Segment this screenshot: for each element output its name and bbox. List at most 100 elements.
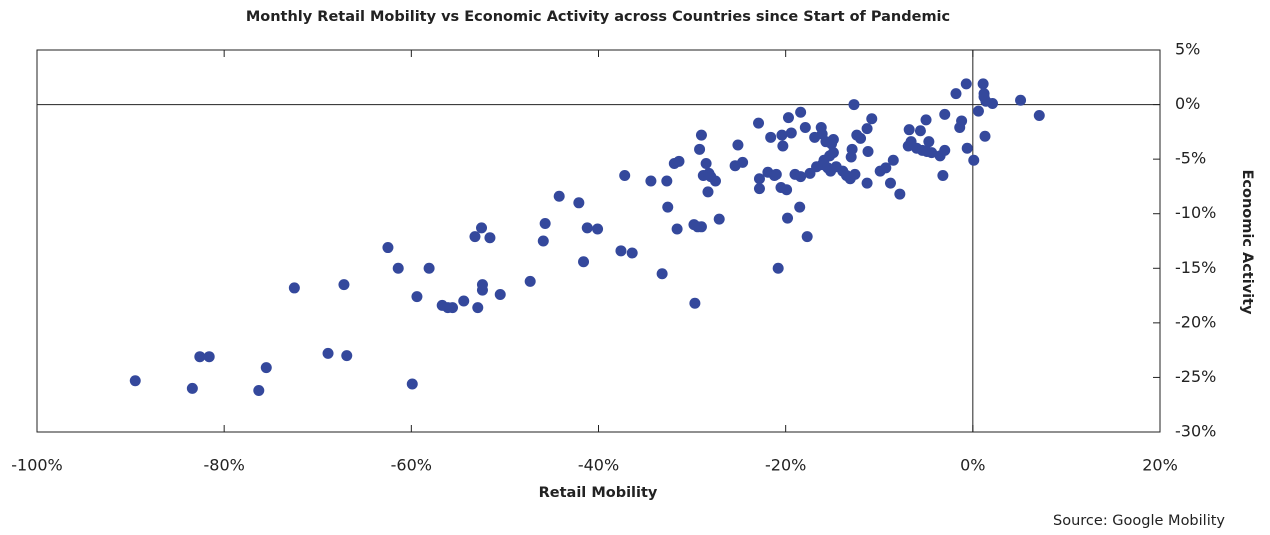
scatter-point xyxy=(476,222,488,234)
y-tick-label: 0% xyxy=(1175,94,1200,113)
scatter-point xyxy=(581,222,593,234)
scatter-point xyxy=(671,223,683,235)
scatter-point xyxy=(765,131,777,143)
y-tick-label: -10% xyxy=(1175,203,1216,222)
scatter-point xyxy=(923,136,935,148)
scatter-point xyxy=(795,106,807,118)
scatter-point xyxy=(578,256,590,268)
x-tick-label: -100% xyxy=(11,456,63,475)
x-tick-label: -20% xyxy=(765,456,806,475)
scatter-point xyxy=(592,223,604,235)
scatter-point xyxy=(939,108,951,120)
scatter-point xyxy=(322,347,334,359)
chart-title: Monthly Retail Mobility vs Economic Acti… xyxy=(246,9,950,25)
scatter-point xyxy=(695,129,707,141)
scatter-point xyxy=(203,351,215,363)
scatter-point xyxy=(986,97,998,109)
scatter-point xyxy=(799,121,811,133)
scatter-point xyxy=(903,124,915,136)
scatter-point xyxy=(694,143,706,155)
scatter-point xyxy=(469,231,481,243)
scatter-point xyxy=(770,168,782,180)
scatter-point xyxy=(880,162,892,174)
scatter-point xyxy=(914,125,926,137)
scatter-point xyxy=(753,117,765,129)
scatter-point xyxy=(950,88,962,100)
scatter-point xyxy=(341,350,353,362)
scatter-point xyxy=(753,183,765,195)
scatter-point xyxy=(484,232,496,244)
scatter-point xyxy=(673,155,685,167)
scatter-point xyxy=(253,385,265,397)
scatter-point xyxy=(972,105,984,117)
scatter-point xyxy=(695,221,707,233)
scatter-point xyxy=(288,282,300,294)
x-tick-label: 0% xyxy=(960,456,985,475)
scatter-point xyxy=(977,78,989,90)
scatter-point xyxy=(849,168,861,180)
scatter-point xyxy=(939,144,951,156)
scatter-point xyxy=(186,382,198,394)
scatter-point xyxy=(1033,109,1045,121)
scatter-point xyxy=(937,170,949,182)
scatter-point xyxy=(777,140,789,152)
x-tick-label: 20% xyxy=(1142,456,1178,475)
scatter-point xyxy=(458,295,470,307)
scatter-point xyxy=(524,275,536,287)
scatter-point xyxy=(827,133,839,145)
scatter-point xyxy=(338,279,350,291)
scatter-point xyxy=(411,291,423,303)
scatter-point xyxy=(553,190,565,202)
scatter-point xyxy=(861,177,873,189)
scatter-point xyxy=(447,302,459,314)
scatter-point xyxy=(537,235,549,247)
y-tick-label: 5% xyxy=(1175,40,1200,59)
scatter-point xyxy=(753,173,765,185)
x-axis-label: Retail Mobility xyxy=(539,485,658,501)
scatter-point xyxy=(848,99,860,111)
scatter-point xyxy=(689,297,701,309)
scatter-point xyxy=(472,302,484,314)
scatter-point xyxy=(776,129,788,141)
y-tick-label: -30% xyxy=(1175,422,1216,441)
scatter-point xyxy=(926,147,938,159)
scatter-point xyxy=(194,351,206,363)
scatter-point xyxy=(476,279,488,291)
scatter-point xyxy=(1015,94,1027,106)
scatter-point xyxy=(956,115,968,127)
scatter-point xyxy=(827,147,839,159)
scatter-point xyxy=(737,156,749,168)
y-tick-label: -20% xyxy=(1175,312,1216,331)
scatter-point xyxy=(894,188,906,200)
scatter-point xyxy=(884,177,896,189)
scatter-point xyxy=(861,123,873,135)
y-tick-label: -5% xyxy=(1175,149,1206,168)
scatter-point xyxy=(920,114,932,126)
scatter-point xyxy=(855,132,867,144)
scatter-point xyxy=(392,262,404,274)
scatter-point xyxy=(960,78,972,90)
scatter-point xyxy=(782,112,794,124)
scatter-point xyxy=(781,184,793,196)
scatter-point xyxy=(494,288,506,300)
scatter-point xyxy=(979,130,991,142)
scatter-point xyxy=(661,175,673,187)
scatter-point xyxy=(772,262,784,274)
scatter-point xyxy=(713,213,725,225)
scatter-point xyxy=(573,197,585,209)
scatter-point xyxy=(961,142,973,154)
scatter-point xyxy=(129,375,141,387)
scatter-point xyxy=(968,154,980,166)
scatter-point xyxy=(782,212,794,224)
scatter-point xyxy=(862,146,874,158)
scatter-point xyxy=(795,171,807,183)
x-tick-label: -40% xyxy=(578,456,619,475)
scatter-point xyxy=(260,362,272,374)
scatter-point xyxy=(700,158,712,170)
x-tick-label: -60% xyxy=(391,456,432,475)
source-note: Source: Google Mobility xyxy=(1053,513,1225,529)
scatter-point xyxy=(645,175,657,187)
scatter-point xyxy=(382,242,394,254)
